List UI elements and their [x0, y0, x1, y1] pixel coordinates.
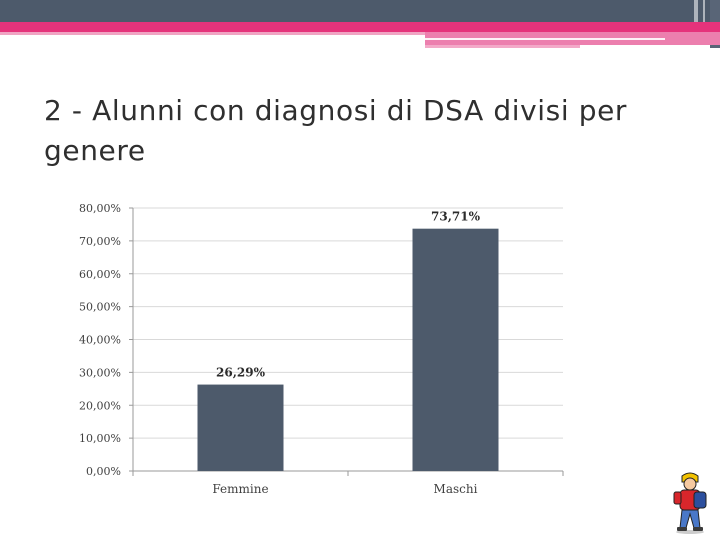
student-with-backpack-icon	[673, 472, 707, 534]
accent-stripe	[0, 32, 425, 35]
y-tick-label: 60,00%	[79, 268, 121, 281]
header-bar	[0, 0, 720, 22]
accent-stripe	[425, 38, 665, 40]
y-tick-label: 50,00%	[79, 301, 121, 314]
header-stripe	[703, 0, 705, 22]
bar	[412, 228, 499, 471]
y-tick-label: 10,00%	[79, 432, 121, 445]
chart-labels: 26,29% Femmine 73,71% Maschi	[212, 210, 480, 496]
data-label: 26,29%	[216, 366, 266, 380]
data-label: 73,71%	[431, 210, 481, 224]
chart-axes: 0,00% 10,00% 20,00% 30,00% 40,00% 50,00% 60,00…	[79, 202, 564, 478]
bar	[197, 384, 284, 471]
y-tick-label: 20,00%	[79, 399, 121, 412]
x-category-label: Maschi	[434, 482, 478, 496]
header-stripe	[694, 0, 698, 22]
y-tick-label: 40,00%	[79, 334, 121, 347]
y-tick-label: 80,00%	[79, 202, 121, 215]
y-tick-label: 30,00%	[79, 366, 121, 379]
y-tick-label: 0,00%	[86, 465, 121, 478]
slide-title: 2 - Alunni con diagnosi di DSA divisi pe…	[44, 94, 628, 167]
y-tick-label: 70,00%	[79, 235, 121, 248]
accent-stripe	[425, 45, 580, 48]
accent-stripe	[0, 22, 720, 32]
chart-bars	[197, 228, 499, 471]
x-category-label: Femmine	[212, 482, 268, 496]
